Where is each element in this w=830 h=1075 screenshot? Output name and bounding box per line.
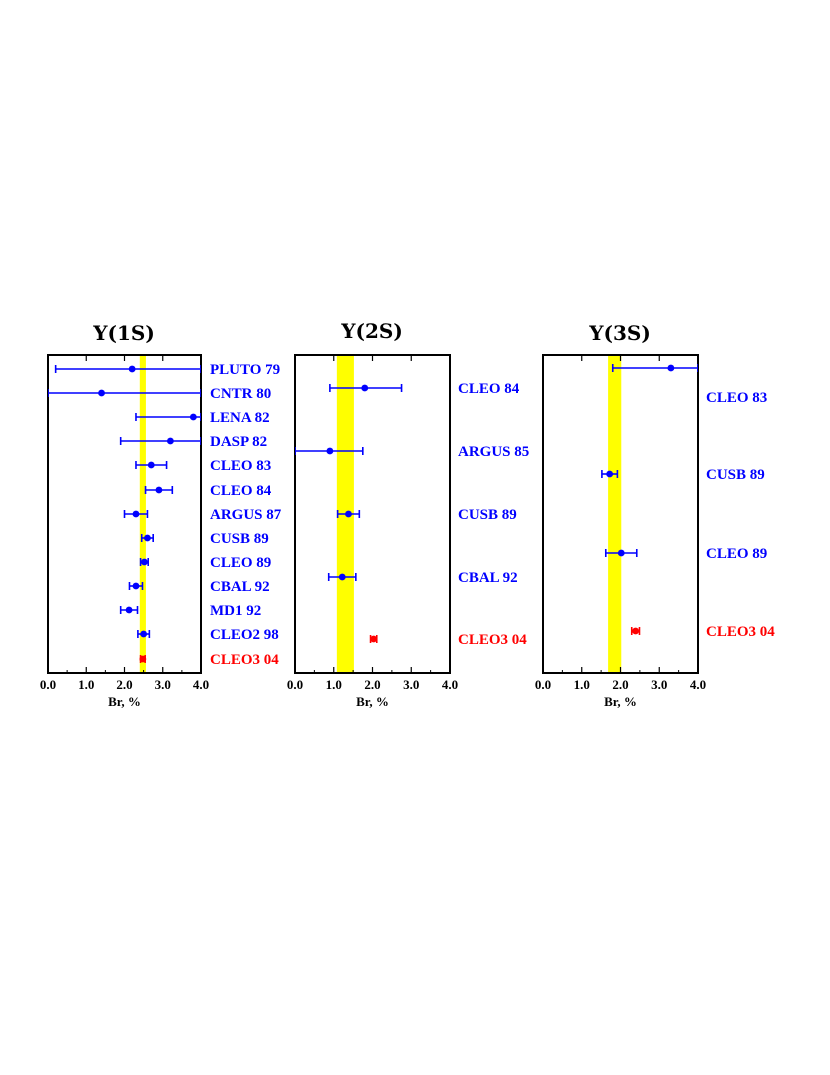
x-tick-label: 1.0: [326, 677, 342, 692]
experiment-label: CLEO3 04: [210, 652, 279, 668]
data-point: [326, 447, 334, 455]
experiment-label: CLEO 89: [210, 555, 271, 571]
data-point: [132, 582, 140, 590]
x-tick-label: 0.0: [535, 677, 551, 692]
data-point: [338, 573, 346, 581]
data-point: [128, 365, 136, 373]
experiment-label: CLEO3 04: [458, 632, 527, 648]
x-tick-label: 2.0: [364, 677, 380, 692]
data-point: [147, 461, 155, 469]
x-axis-label: Br, %: [108, 694, 141, 709]
data-point: [144, 534, 151, 542]
experiment-label: CNTR 80: [210, 386, 271, 402]
data-point: [132, 510, 140, 518]
experiment-label: CLEO 84: [458, 381, 520, 397]
data-point: [345, 510, 352, 518]
data-point: [667, 364, 675, 372]
data-points: [601, 364, 698, 635]
experiment-label: CLEO 89: [706, 546, 767, 562]
experiment-label: CBAL 92: [458, 570, 518, 586]
data-point: [617, 549, 625, 557]
chart-panel-3: Y(3S) 0.0 1.0 2.0 3.0 4.0 Br, % CLEO 83 CUSB 89 C…: [535, 321, 775, 709]
data-point: [140, 558, 148, 566]
x-tick-label: 4.0: [690, 677, 706, 692]
x-tick-label: 2.0: [116, 677, 132, 692]
chart-panel-1: Y(1S) 0.0 1.0 2.0 3.0 4.0 Br, % PLUTO 79 CNTR 80…: [40, 321, 282, 709]
data-point: [125, 606, 133, 614]
experiment-label: DASP 82: [210, 434, 267, 450]
experiment-label: CUSB 89: [210, 531, 269, 547]
panel-title: Y(1S): [92, 321, 155, 345]
x-tick-label: 3.0: [155, 677, 171, 692]
experiment-label: CLEO3 04: [706, 624, 775, 640]
experiment-label: ARGUS 87: [210, 507, 282, 523]
experiment-label: CLEO 83: [706, 390, 767, 406]
data-point: [370, 635, 378, 643]
x-tick-label: 4.0: [442, 677, 458, 692]
plot-frame: [294, 354, 451, 674]
average-band: [608, 355, 622, 673]
experiment-label: CLEO 83: [210, 458, 271, 474]
experiment-label: CLEO2 98: [210, 627, 279, 643]
data-point: [140, 630, 148, 638]
data-points: [48, 365, 201, 663]
panel-title: Y(3S): [588, 321, 651, 345]
data-points: [295, 384, 403, 643]
data-point: [139, 655, 147, 663]
chart-panel-2: Y(2S) 0.0 1.0 2.0 3.0 4.0 Br, % CLEO 84 ARGUS 85…: [287, 319, 529, 709]
x-axis-label: Br, %: [604, 694, 637, 709]
experiment-label: MD1 92: [210, 603, 261, 619]
x-tick-label: 3.0: [651, 677, 667, 692]
x-tick-label: 0.0: [40, 677, 56, 692]
experiment-label: CBAL 92: [210, 579, 270, 595]
x-axis-label: Br, %: [356, 694, 389, 709]
experiment-label: LENA 82: [210, 410, 270, 426]
data-point: [189, 413, 197, 421]
experiment-label: CUSB 89: [706, 467, 765, 483]
experiment-label: CLEO 84: [210, 483, 272, 499]
x-tick-label: 0.0: [287, 677, 303, 692]
experiment-label: CUSB 89: [458, 507, 517, 523]
data-point: [98, 389, 105, 397]
x-tick-label: 3.0: [403, 677, 419, 692]
data-point: [632, 627, 640, 635]
experiment-label: ARGUS 85: [458, 444, 529, 460]
x-tick-label: 2.0: [612, 677, 628, 692]
x-tick-label: 4.0: [193, 677, 209, 692]
data-point: [361, 384, 369, 392]
x-tick-label: 1.0: [574, 677, 590, 692]
data-point: [167, 437, 174, 445]
x-tick-label: 1.0: [78, 677, 94, 692]
panel-title: Y(2S): [340, 319, 403, 343]
experiment-label: PLUTO 79: [210, 362, 280, 378]
data-point: [606, 470, 614, 478]
data-point: [155, 486, 163, 494]
